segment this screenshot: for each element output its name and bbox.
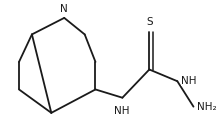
Text: NH₂: NH₂ <box>197 102 216 112</box>
Text: NH: NH <box>181 75 197 85</box>
Text: S: S <box>146 17 153 27</box>
Text: N: N <box>60 4 68 14</box>
Text: NH: NH <box>114 106 129 116</box>
